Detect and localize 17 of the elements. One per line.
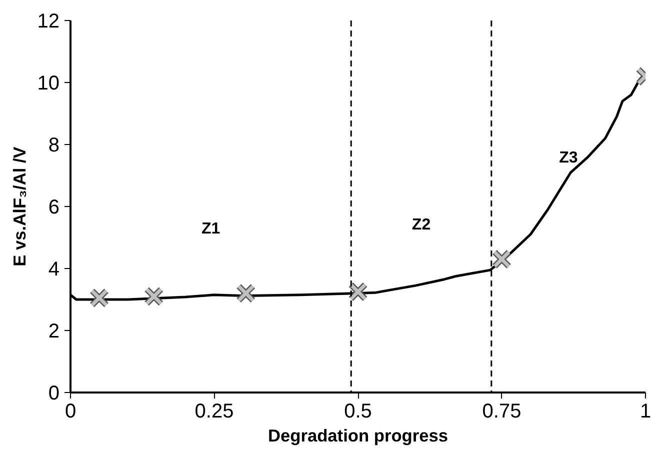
y-tick-label: 6 [48,196,60,218]
x-tick-label: 0.5 [344,400,372,422]
y-tick-label: 10 [37,72,60,94]
x-tick-label: 0.75 [482,400,522,422]
x-tick-label: 0 [64,400,76,422]
y-axis-title: E vs.AlF₃/Al /V [9,146,30,266]
x-tick-label: 0.25 [194,400,234,422]
x-tick-label: 1 [640,400,652,422]
annotation: Z1 [201,220,220,238]
y-tick-label: 8 [48,134,60,156]
annotation: Z2 [412,216,431,234]
y-tick-label: 12 [37,10,60,32]
x-axis-title: Degradation progress [268,426,448,446]
annotation: Z3 [559,150,578,167]
y-tick-label: 0 [48,382,60,404]
y-tick-label: 2 [48,320,60,342]
y-tick-label: 4 [48,258,60,280]
